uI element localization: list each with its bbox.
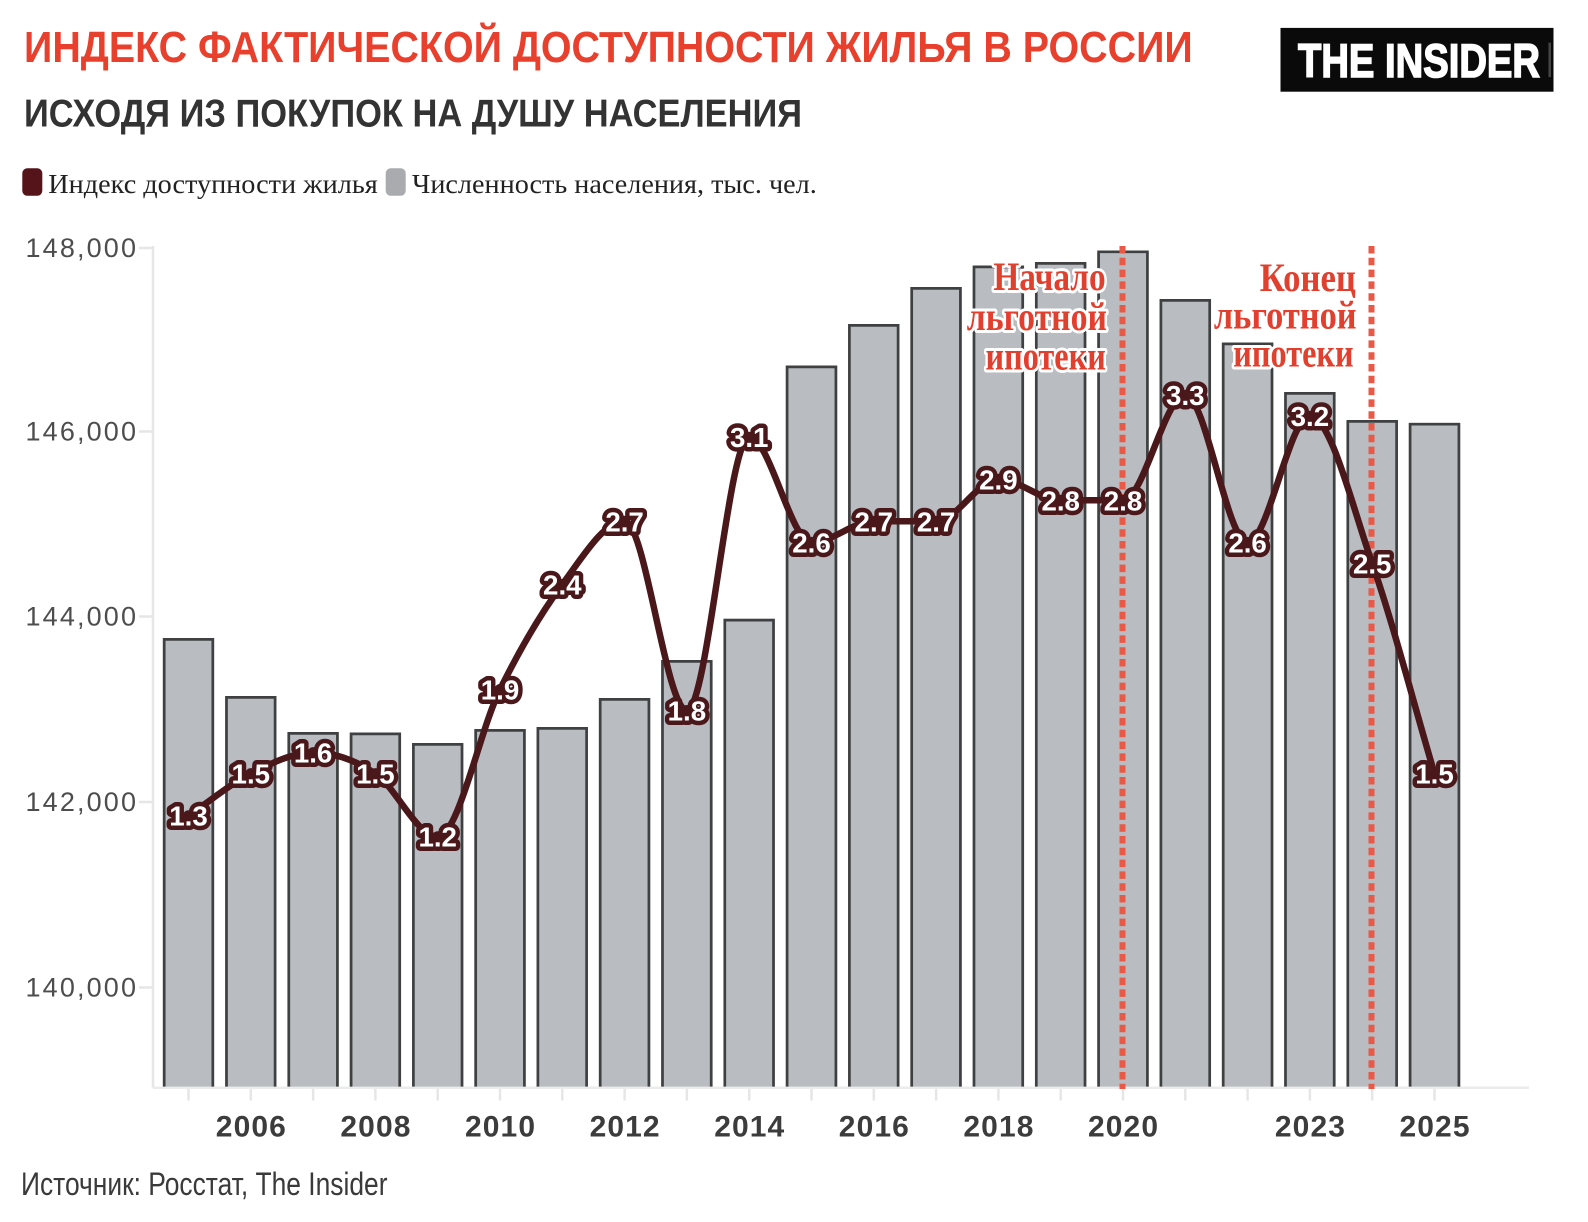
svg-text:2.7: 2.7 <box>855 506 894 537</box>
svg-text:Начало: Начало <box>993 254 1105 299</box>
svg-text:2023: 2023 <box>1275 1111 1345 1144</box>
svg-text:ипотеки: ипотеки <box>1233 331 1353 376</box>
svg-text:3.1: 3.1 <box>730 422 769 453</box>
svg-text:142,000: 142,000 <box>26 787 137 817</box>
svg-text:2.6: 2.6 <box>1228 527 1267 558</box>
svg-text:2.5: 2.5 <box>1353 548 1392 579</box>
svg-text:ипотеки: ипотеки <box>986 334 1106 379</box>
svg-text:1.5: 1.5 <box>232 759 271 790</box>
svg-text:Индекс доступности жилья: Индекс доступности жилья <box>48 169 377 199</box>
svg-text:2025: 2025 <box>1400 1111 1470 1144</box>
svg-text:3.2: 3.2 <box>1291 401 1330 432</box>
svg-text:2008: 2008 <box>340 1111 410 1144</box>
svg-text:3.3: 3.3 <box>1166 380 1205 411</box>
svg-text:2.6: 2.6 <box>792 527 831 558</box>
svg-text:льготной: льготной <box>967 294 1107 339</box>
svg-text:1.8: 1.8 <box>668 696 707 727</box>
svg-text:2.9: 2.9 <box>979 464 1018 495</box>
svg-text:1.2: 1.2 <box>418 822 457 853</box>
svg-text:2.8: 2.8 <box>1104 485 1143 516</box>
svg-text:2.4: 2.4 <box>543 569 582 600</box>
svg-text:2018: 2018 <box>963 1111 1033 1144</box>
svg-text:Конец: Конец <box>1260 255 1356 300</box>
svg-text:1.9: 1.9 <box>481 675 520 706</box>
svg-text:2020: 2020 <box>1088 1111 1158 1144</box>
svg-text:льготной: льготной <box>1214 293 1357 338</box>
svg-text:1.3: 1.3 <box>169 801 208 832</box>
svg-text:1.6: 1.6 <box>294 738 333 769</box>
svg-text:2012: 2012 <box>590 1111 660 1144</box>
svg-text:Численность населения, тыс. че: Численность населения, тыс. чел. <box>412 169 817 199</box>
svg-text:2014: 2014 <box>714 1111 784 1144</box>
svg-text:Источник: Росстат, The Insider: Источник: Росстат, The Insider <box>21 1166 388 1202</box>
svg-text:2.7: 2.7 <box>605 506 644 537</box>
svg-text:2.8: 2.8 <box>1041 485 1080 516</box>
svg-text:2016: 2016 <box>839 1111 909 1144</box>
svg-text:148,000: 148,000 <box>26 233 137 263</box>
svg-text:2010: 2010 <box>465 1111 535 1144</box>
svg-text:ИНДЕКС ФАКТИЧЕСКОЙ ДОСТУПНОСТИ: ИНДЕКС ФАКТИЧЕСКОЙ ДОСТУПНОСТИ ЖИЛЬЯ В Р… <box>24 21 1193 72</box>
svg-text:146,000: 146,000 <box>26 416 137 446</box>
svg-text:2.7: 2.7 <box>917 506 956 537</box>
svg-text:144,000: 144,000 <box>26 601 137 631</box>
svg-text:ИСХОДЯ ИЗ ПОКУПОК НА ДУШУ НАСЕ: ИСХОДЯ ИЗ ПОКУПОК НА ДУШУ НАСЕЛЕНИЯ <box>24 93 802 136</box>
svg-text:1.5: 1.5 <box>356 759 395 790</box>
svg-text:140,000: 140,000 <box>26 972 137 1002</box>
svg-text:2006: 2006 <box>216 1111 286 1144</box>
svg-text:1.5: 1.5 <box>1415 759 1454 790</box>
svg-text:THE INSIDER: THE INSIDER <box>1298 34 1540 87</box>
